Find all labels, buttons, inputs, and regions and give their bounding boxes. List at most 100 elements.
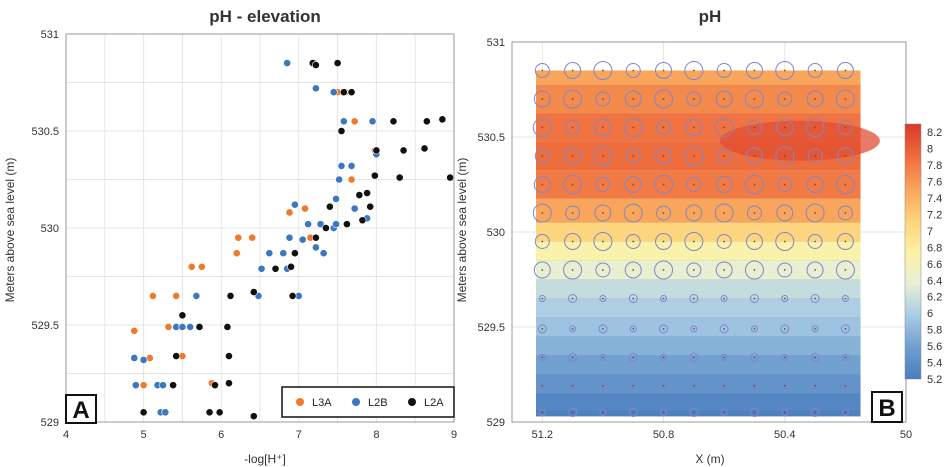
- y-tick-label: 529.5: [31, 320, 59, 332]
- sample-dot: [814, 411, 816, 414]
- sample-dot: [723, 328, 726, 330]
- data-point-l2b: [178, 323, 187, 331]
- colorbar-tick-label: 7.2: [927, 209, 942, 221]
- sample-circle: [714, 118, 734, 137]
- sample-circle: [564, 147, 582, 165]
- sample-dot: [571, 98, 574, 100]
- data-point-l2b: [311, 84, 320, 93]
- sample-circle: [660, 353, 668, 361]
- sample-dot: [844, 155, 847, 157]
- sample-circle: [655, 233, 673, 250]
- sample-dot: [602, 240, 604, 243]
- sample-circle: [805, 118, 825, 137]
- legend-marker-l2a: [408, 398, 416, 406]
- sample-circle: [563, 175, 583, 194]
- sample-dot: [602, 69, 604, 72]
- sample-dot: [844, 356, 847, 359]
- sample-dot: [783, 356, 786, 359]
- sample-circle: [595, 177, 611, 192]
- sample-dot: [602, 356, 604, 359]
- sample-circle: [716, 148, 732, 164]
- sample-circle: [689, 408, 699, 417]
- sample-circle: [685, 119, 703, 136]
- sample-dot: [571, 69, 574, 72]
- data-point-l2b: [339, 117, 348, 126]
- sample-circle: [807, 63, 823, 78]
- sample-circle: [684, 146, 704, 166]
- colorbar-tick-label: 6.6: [927, 259, 942, 271]
- sample-circle: [836, 233, 854, 250]
- sample-circle: [569, 325, 577, 333]
- data-point-l2b: [159, 381, 167, 390]
- data-point-l2a: [271, 264, 280, 273]
- sample-dot: [541, 183, 544, 186]
- sample-dot: [783, 126, 786, 129]
- data-point-l2b: [329, 88, 338, 97]
- legend-label-l3a: L3A: [312, 397, 332, 409]
- sample-dot: [632, 240, 635, 243]
- sample-dot: [692, 411, 695, 414]
- sample-circle: [656, 120, 672, 135]
- sample-dot: [723, 69, 726, 72]
- chart-b-x-ticks: 51.2 50.8 50.4 50: [532, 429, 913, 441]
- contour-band: [536, 374, 861, 394]
- sample-circle: [533, 176, 551, 193]
- sample-dot: [662, 126, 665, 129]
- sample-dot: [541, 126, 544, 129]
- data-point-l2b: [279, 249, 288, 258]
- sample-dot: [723, 385, 726, 387]
- panel-letter-a-text: A: [72, 397, 89, 424]
- sample-dot: [571, 411, 574, 414]
- sample-dot: [844, 212, 847, 214]
- sample-circle: [624, 90, 642, 108]
- chart-b-colorbar: 8.2 8 7.8 7.6 7.4 7.2 7 6.8 6.6 6.4 6.2 6 5.8 5.6 5.4 5…: [904, 123, 942, 386]
- data-point-l2b: [131, 381, 140, 390]
- sample-circle: [689, 294, 699, 303]
- panel-a-scatter: pH - elevation 4 5 6 7 8 9 529 529.5 530 530.5 53…: [3, 7, 457, 466]
- sample-dot: [844, 411, 847, 414]
- sample-circle: [835, 89, 855, 109]
- sample-circle: [720, 409, 728, 416]
- sample-dot: [783, 240, 786, 243]
- sample-circle: [655, 62, 673, 79]
- data-point-l2b: [186, 323, 195, 331]
- chart-b-x-axis-label: X (m): [695, 452, 724, 466]
- y-tick-label: 530.5: [477, 132, 505, 144]
- sample-dot: [602, 328, 604, 330]
- data-point-l2b: [350, 204, 359, 213]
- sample-dot: [692, 183, 695, 186]
- sample-dot: [602, 385, 604, 387]
- sample-dot: [571, 328, 574, 330]
- colorbar-bar: [904, 123, 922, 380]
- data-point-l2a: [358, 216, 367, 225]
- data-point-l2a: [420, 144, 429, 153]
- data-point-l2a: [178, 311, 187, 320]
- sample-circle: [563, 89, 583, 109]
- contour-band: [536, 84, 861, 114]
- sample-circle: [684, 61, 704, 80]
- data-point-l2a: [389, 117, 398, 126]
- sample-circle: [719, 381, 729, 391]
- sample-dot: [541, 385, 544, 387]
- data-point-l3a: [301, 204, 309, 213]
- data-point-l2a: [225, 379, 233, 388]
- sample-dot: [814, 183, 816, 186]
- sample-dot: [692, 240, 695, 243]
- sample-dot: [814, 269, 816, 271]
- data-point-l2b: [337, 162, 346, 170]
- x-tick-label: 6: [218, 429, 224, 441]
- sample-dot: [753, 385, 756, 387]
- chart-b-sample-circles: [532, 61, 855, 417]
- y-tick-label: 529.5: [477, 322, 505, 334]
- contour-band: [536, 298, 861, 318]
- sample-circle: [599, 353, 607, 361]
- sample-dot: [632, 297, 635, 300]
- sample-circle: [655, 147, 673, 165]
- data-point-l3a: [164, 323, 173, 331]
- sample-dot: [602, 411, 604, 414]
- sample-circle: [599, 409, 607, 416]
- sample-dot: [844, 240, 847, 243]
- sample-dot: [541, 212, 544, 214]
- contour-band: [536, 170, 861, 199]
- sample-circle: [624, 261, 642, 279]
